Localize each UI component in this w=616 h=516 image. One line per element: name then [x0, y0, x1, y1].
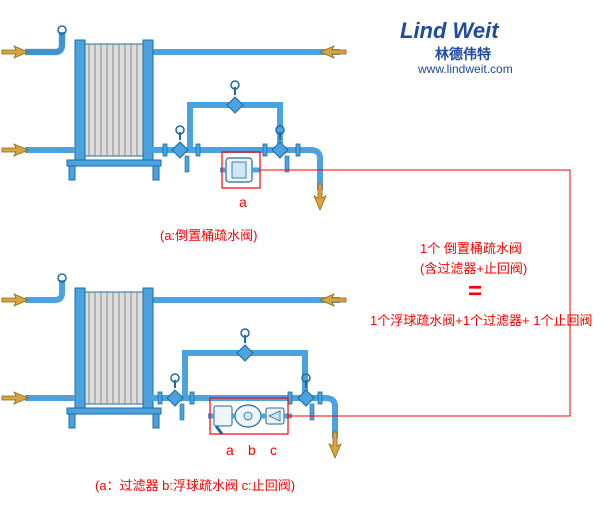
equation-line1: 1个 倒置桶疏水阀 — [420, 238, 522, 257]
top-label-a: a — [239, 194, 247, 210]
check-valve — [266, 408, 284, 424]
plate-heat-exchanger-bottom — [67, 288, 161, 428]
brand-chinese: 林德伟特 — [435, 44, 491, 64]
plate-heat-exchanger-top — [67, 40, 161, 180]
top-caption: (a:倒置桶疏水阀) — [160, 225, 258, 244]
brand-english: Lind Weit — [400, 18, 499, 44]
equation-equals: = — [468, 278, 482, 306]
top-system — [2, 26, 346, 210]
bottom-label-b: b — [248, 442, 256, 458]
bottom-caption: (a：过滤器 b:浮球疏水阀 c:止回阀) — [95, 475, 295, 494]
equation-line3: 1个浮球疏水阀+1个过滤器+ 1个止回阀 — [370, 310, 593, 329]
bottom-label-c: c — [270, 442, 277, 458]
inverted-bucket-trap — [220, 158, 260, 182]
brand-url: www.lindweit.com — [418, 62, 513, 76]
bottom-system — [2, 274, 346, 458]
equation-line2: (含过滤器+止回阀) — [420, 258, 527, 277]
bottom-label-a: a — [226, 442, 234, 458]
float-trap — [235, 405, 261, 427]
strainer — [214, 406, 232, 434]
